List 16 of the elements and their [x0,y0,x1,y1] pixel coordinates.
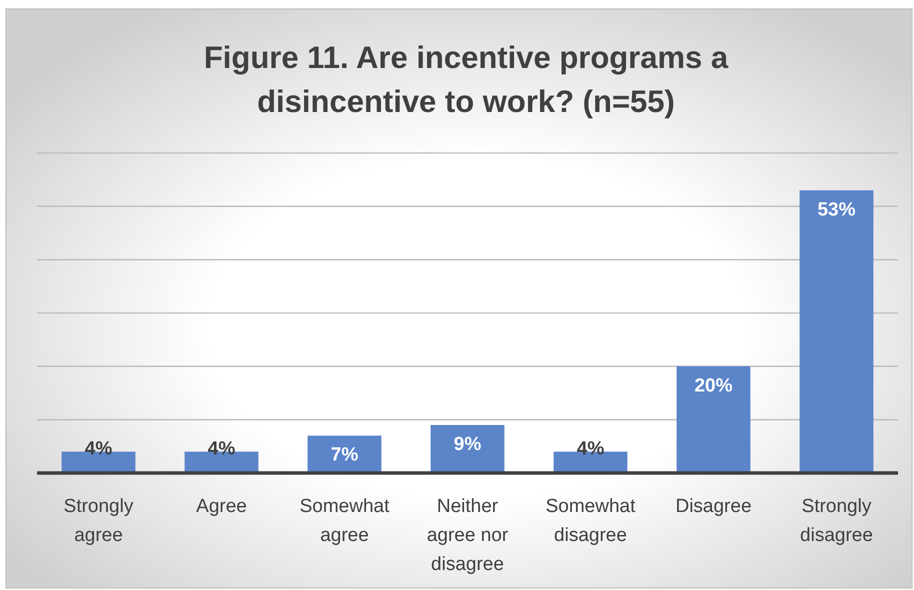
x-tick-label: Somewhat agree [300,496,390,546]
data-label: 7% [330,444,358,466]
bar [676,366,750,473]
bar [308,436,382,473]
x-tick-label: Agree [196,496,247,517]
bar [430,425,504,473]
x-tick-label: Disagree [675,496,752,517]
data-label: 53% [817,199,856,220]
x-tick-label: Neither agree nor disagree [426,496,509,575]
x-tick-label: Strongly disagree [800,496,873,546]
bar [800,190,874,473]
x-tick-label: Somewhat disagree [546,496,636,546]
data-label: 9% [454,434,482,455]
x-tick-label: Strongly agree [64,496,134,546]
chart-title: Figure 11. Are incentive programs a disincentive to work? (n=55) [204,40,729,119]
data-label: 20% [694,375,733,396]
